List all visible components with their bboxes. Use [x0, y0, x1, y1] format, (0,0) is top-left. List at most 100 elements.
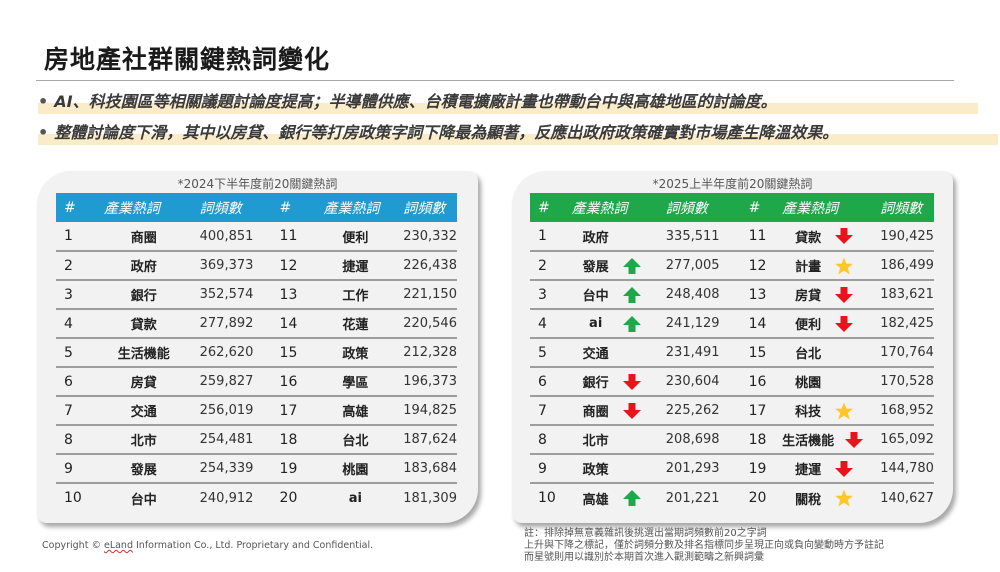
- rank-cell: 9: [530, 454, 564, 484]
- rank-cell: 17: [740, 396, 775, 426]
- frequency-cell: 194,825: [395, 396, 457, 426]
- frequency-cell: 230,332: [395, 222, 457, 252]
- keyword-cell: 生活機能: [774, 425, 873, 455]
- keyword-text: ai: [589, 316, 603, 331]
- page-title: 房地產社群關鍵熱詞變化: [44, 45, 331, 74]
- arrow-down-icon: [844, 431, 864, 449]
- table-row: 5 交通 231,491 15 台北 170,764: [530, 338, 934, 368]
- footnote: 註：排除掉無意義雜訊後挑選出當期詞頻數前20之字詞 上升與下降之標記，僅於詞頻分…: [524, 528, 884, 564]
- frequency-cell: 165,092: [872, 425, 934, 455]
- rank-cell: 11: [740, 222, 775, 252]
- rank-cell: 7: [56, 396, 96, 426]
- keyword-cell: 高雄: [315, 396, 396, 426]
- rank-cell: 13: [740, 280, 775, 310]
- keywords-table-2025: # 產業熱詞 詞頻數 # 產業熱詞 詞頻數 1 政府 335,511 11 貸款 190,…: [530, 193, 934, 512]
- frequency-cell: 335,511: [657, 222, 741, 252]
- table-row: 9 發展 254,339 19 桃園 183,684: [56, 454, 457, 484]
- rank-cell: 19: [740, 454, 775, 484]
- arrow-down-icon: [834, 460, 854, 478]
- col-header-keyword: 產業熱詞: [782, 200, 839, 217]
- keyword-cell: 北市: [95, 425, 192, 455]
- arrow-up-icon: [622, 489, 642, 507]
- keyword-text: 計畫: [795, 260, 822, 275]
- bullet-dot-icon: •: [38, 123, 49, 142]
- arrow-down-icon: [834, 227, 854, 245]
- arrow-down-icon: [834, 315, 854, 333]
- col-header-frequency: 詞頻數: [403, 200, 446, 217]
- star-icon: [834, 489, 854, 507]
- no-change-marker: [834, 373, 854, 391]
- rank-cell: 4: [530, 309, 564, 339]
- keyword-text: 捷運: [795, 463, 822, 478]
- arrow-down-icon: [834, 286, 854, 304]
- no-change-marker: [622, 344, 642, 362]
- keyword-cell: 房貸: [774, 280, 873, 310]
- bullet-dot-icon: •: [38, 92, 49, 111]
- table-row: 8 北市 254,481 18 台北 187,624: [56, 425, 457, 455]
- keyword-cell: 銀行: [95, 280, 192, 310]
- keyword-cell: 花蓮: [315, 309, 396, 339]
- col-header-rank: #: [748, 199, 761, 216]
- frequency-cell: 400,851: [191, 222, 272, 252]
- rank-cell: 10: [538, 490, 556, 506]
- no-change-marker: [834, 344, 854, 362]
- frequency-cell: 144,780: [872, 454, 934, 484]
- table-row: 2 政府 369,373 12 捷運 226,438: [56, 251, 457, 281]
- no-change-marker: [622, 227, 642, 245]
- brand-name: eLand: [103, 540, 133, 551]
- rank-cell: 14: [740, 309, 775, 339]
- keyword-cell: 工作: [315, 280, 396, 310]
- table-header-row: # 產業熱詞 詞頻數 # 產業熱詞 詞頻數: [530, 193, 934, 222]
- keyword-text: 政策: [582, 463, 609, 478]
- rank-cell: 8: [56, 425, 96, 455]
- frequency-cell: 187,624: [395, 425, 457, 455]
- keyword-cell: 計畫: [774, 251, 873, 281]
- col-header-rank: #: [64, 199, 76, 216]
- keyword-cell: 桃園: [315, 454, 396, 484]
- frequency-cell: 225,262: [657, 396, 741, 426]
- frequency-cell: 221,150: [395, 280, 457, 310]
- table-row: 10 高雄 201,221 20 關稅 140,627: [530, 483, 934, 512]
- table-row: 1 商圈 400,851 11 便利 230,332: [56, 222, 457, 252]
- frequency-cell: 196,373: [395, 367, 457, 397]
- keyword-cell: 台中: [563, 280, 658, 310]
- arrow-down-icon: [622, 402, 642, 420]
- table-row: 6 房貸 259,827 16 學區 196,373: [56, 367, 457, 397]
- table-row: 3 銀行 352,574 13 工作 221,150: [56, 280, 457, 310]
- frequency-cell: 186,499: [872, 251, 934, 281]
- rank-cell: 20: [279, 490, 298, 506]
- keyword-cell: 捷運: [774, 454, 873, 484]
- arrow-up-icon: [622, 286, 642, 304]
- table-row: 7 交通 256,019 17 高雄 194,825: [56, 396, 457, 426]
- keyword-cell: 捷運: [315, 251, 396, 281]
- star-icon: [834, 402, 854, 420]
- rank-cell: 6: [530, 367, 564, 397]
- frequency-cell: 183,621: [872, 280, 934, 310]
- frequency-cell: 182,425: [872, 309, 934, 339]
- frequency-cell: 256,019: [191, 396, 272, 426]
- col-header-rank: #: [538, 199, 550, 216]
- col-header-frequency: 詞頻數: [665, 200, 708, 217]
- table-caption: *2025上半年度前20關鍵熱詞: [652, 177, 813, 191]
- keyword-text: 發展: [582, 260, 609, 275]
- col-header-frequency: 詞頻數: [880, 200, 923, 217]
- keyword-text: 高雄: [582, 492, 609, 508]
- keyword-text: 商圈: [582, 405, 609, 420]
- keyword-cell: 便利: [315, 222, 396, 252]
- keyword-cell: 台北: [315, 425, 396, 455]
- frequency-cell: 262,620: [191, 338, 272, 368]
- keyword-cell: 貸款: [774, 222, 873, 252]
- keywords-table-2024: # 產業熱詞 詞頻數 # 產業熱詞 詞頻數 1 商圈 400,851 11 便利 230,…: [56, 193, 457, 512]
- keyword-cell: 貸款: [95, 309, 192, 339]
- rank-cell: 9: [56, 454, 96, 484]
- table-row: 1 政府 335,511 11 貸款 190,425: [530, 222, 934, 252]
- keyword-cell: 房貸: [95, 367, 192, 397]
- col-header-rank: #: [279, 199, 292, 216]
- keyword-cell: 政府: [563, 222, 658, 252]
- rank-cell: 3: [56, 280, 96, 310]
- star-icon: [834, 257, 854, 275]
- arrow-up-icon: [622, 257, 642, 275]
- rank-cell: 5: [530, 338, 564, 368]
- keyword-cell: 發展: [95, 454, 192, 484]
- rank-cell: 18: [740, 425, 775, 455]
